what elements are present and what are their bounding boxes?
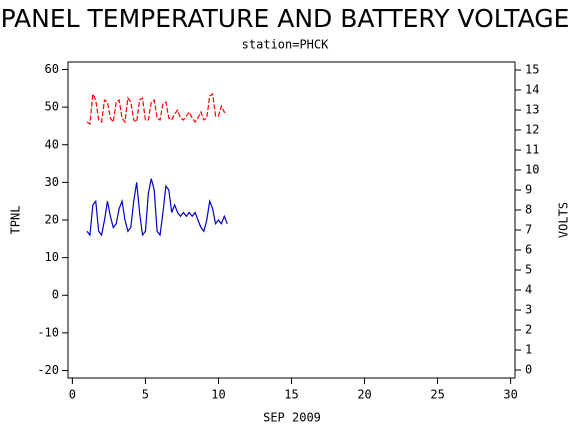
- x-tick-label: 15: [284, 388, 298, 402]
- x-tick-label: 20: [357, 388, 371, 402]
- y2-axis-label: VOLTS: [557, 202, 570, 238]
- y2-tick-label: 12: [525, 123, 539, 137]
- plot-frame: [67, 61, 516, 379]
- y-tick-label: 60: [45, 62, 59, 76]
- x-tick-label: 10: [211, 388, 225, 402]
- y-tick-label: 40: [45, 137, 59, 151]
- y-tick-label: -20: [37, 363, 59, 377]
- y2-tick-label: 2: [525, 323, 532, 337]
- y2-tick-label: 13: [525, 103, 539, 117]
- y-tick-label: 30: [45, 175, 59, 189]
- y2-tick-label: 4: [525, 283, 532, 297]
- y2-tick-label: 3: [525, 303, 532, 317]
- y2-tick-label: 0: [525, 363, 532, 377]
- y2-tick-label: 6: [525, 243, 532, 257]
- series-line: [86, 91, 228, 126]
- chart-title: PANEL TEMPERATURE AND BATTERY VOLTAGE: [1, 4, 570, 33]
- y2-tick-label: 10: [525, 163, 539, 177]
- y2-tick-label: 14: [525, 83, 539, 97]
- y2-tick-label: 15: [525, 63, 539, 77]
- y2-tick-label: 8: [525, 203, 532, 217]
- y2-tick-label: 5: [525, 263, 532, 277]
- y-tick-label: 20: [45, 213, 59, 227]
- y-tick-label: -10: [37, 325, 59, 339]
- y2-tick-label: 9: [525, 183, 532, 197]
- y-tick-label: 10: [45, 250, 59, 264]
- x-tick-label: 25: [430, 388, 444, 402]
- series-line: [86, 178, 228, 237]
- y2-tick-label: 11: [525, 143, 539, 157]
- x-tick-label: 0: [69, 388, 76, 402]
- y-tick-label: 0: [52, 288, 59, 302]
- y2-tick-label: 1: [525, 343, 532, 357]
- y2-tick-label: 7: [525, 223, 532, 237]
- y-axis-label: TPNL: [9, 206, 23, 235]
- x-tick-label: 5: [142, 388, 149, 402]
- y-tick-label: 50: [45, 100, 59, 114]
- chart-subtitle: station=PHCK: [242, 38, 329, 52]
- x-tick-label: 30: [503, 388, 517, 402]
- x-axis-label: SEP 2009: [263, 411, 321, 425]
